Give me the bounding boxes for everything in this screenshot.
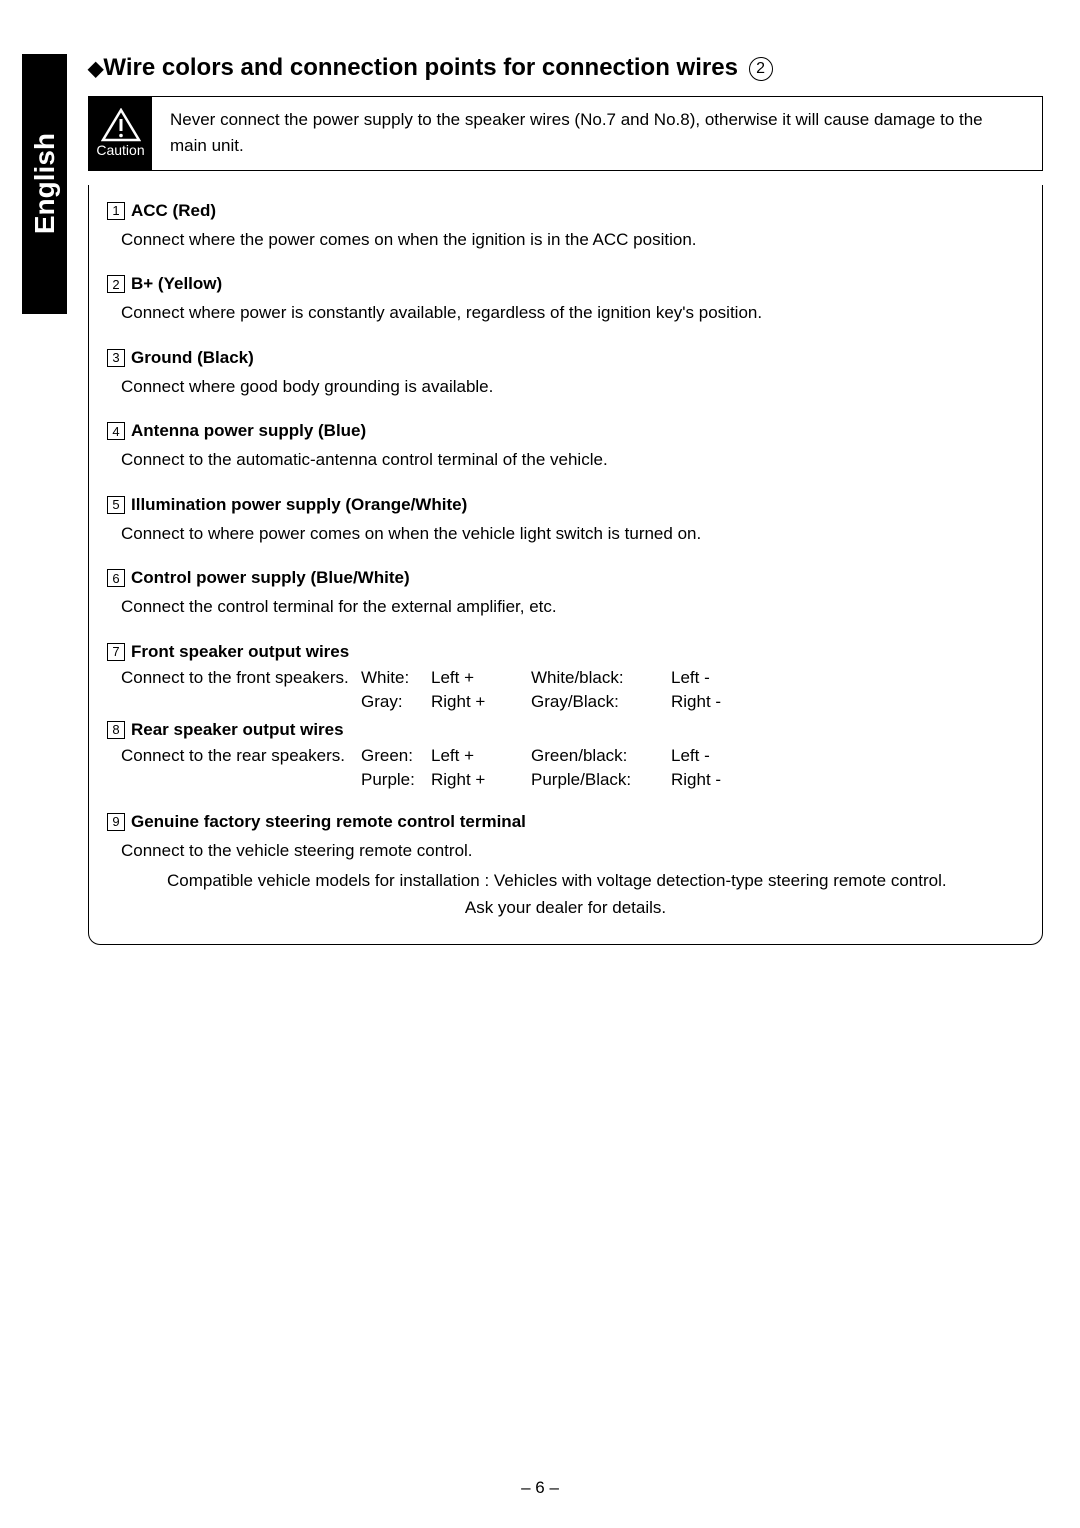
cell: White: <box>361 668 431 688</box>
footnote-line: Compatible vehicle models for installati… <box>167 867 1024 894</box>
wire-header: 2 B+ (Yellow) <box>107 274 1024 294</box>
cell: Left + <box>431 668 531 688</box>
cell: Gray: <box>361 692 431 712</box>
wire-desc: Connect to the vehicle steering remote c… <box>107 838 1024 864</box>
wire-number: 9 <box>107 813 125 831</box>
wire-title: Front speaker output wires <box>131 642 349 662</box>
wire-title: Control power supply (Blue/White) <box>131 568 410 588</box>
wire-header: 6 Control power supply (Blue/White) <box>107 568 1024 588</box>
wire-title: B+ (Yellow) <box>131 274 222 294</box>
wire-item: 2 B+ (Yellow) Connect where power is cons… <box>107 274 1024 326</box>
cell: Purple: <box>361 770 431 790</box>
speaker-desc: Connect to the rear speakers. <box>121 746 361 766</box>
wire-header: 7 Front speaker output wires <box>107 642 1024 662</box>
caution-box: Caution Never connect the power supply t… <box>88 96 1043 171</box>
page-number: – 6 – <box>0 1478 1080 1498</box>
language-tab: English <box>22 54 67 314</box>
wire-item-rear-speaker: 8 Rear speaker output wires Connect to th… <box>107 720 1024 790</box>
wire-number: 7 <box>107 643 125 661</box>
cell: Right - <box>671 770 751 790</box>
cell: Left - <box>671 746 751 766</box>
wire-desc: Connect to where power comes on when the… <box>107 521 1024 547</box>
cell: Green/black: <box>531 746 671 766</box>
wire-header: 9 Genuine factory steering remote control… <box>107 812 1024 832</box>
wire-item: 5 Illumination power supply (Orange/White… <box>107 495 1024 547</box>
wire-desc: Connect the control terminal for the ext… <box>107 594 1024 620</box>
cell: Green: <box>361 746 431 766</box>
speaker-desc: Connect to the front speakers. <box>121 668 361 688</box>
wire-item: 6 Control power supply (Blue/White) Conne… <box>107 568 1024 620</box>
wire-header: 3 Ground (Black) <box>107 348 1024 368</box>
cell: Purple/Black: <box>531 770 671 790</box>
steering-footnote: Compatible vehicle models for installati… <box>107 867 1024 921</box>
cell: Left - <box>671 668 751 688</box>
cell: Right + <box>431 692 531 712</box>
warning-triangle-icon <box>101 108 141 142</box>
diamond-icon: ◆ <box>88 58 103 80</box>
wire-item: 4 Antenna power supply (Blue) Connect to … <box>107 421 1024 473</box>
section-circled-number: 2 <box>749 57 773 81</box>
wire-number: 2 <box>107 275 125 293</box>
wire-number: 6 <box>107 569 125 587</box>
wire-title: Illumination power supply (Orange/White) <box>131 495 467 515</box>
wire-header: 5 Illumination power supply (Orange/White… <box>107 495 1024 515</box>
rear-speaker-table: Connect to the rear speakers. Green: Lef… <box>107 746 1024 790</box>
wire-desc: Connect where power is constantly availa… <box>107 300 1024 326</box>
caution-label: Caution <box>96 142 144 158</box>
wire-number: 1 <box>107 202 125 220</box>
wire-title: Genuine factory steering remote control … <box>131 812 526 832</box>
wire-item: 3 Ground (Black) Connect where good body … <box>107 348 1024 400</box>
language-tab-text: English <box>29 133 61 234</box>
wire-title: Ground (Black) <box>131 348 254 368</box>
wire-number: 8 <box>107 721 125 739</box>
wire-desc: Connect where good body grounding is ava… <box>107 374 1024 400</box>
wire-item-steering: 9 Genuine factory steering remote control… <box>107 812 1024 922</box>
cell: Left + <box>431 746 531 766</box>
cell: White/black: <box>531 668 671 688</box>
caution-text: Never connect the power supply to the sp… <box>152 97 1042 170</box>
wire-header: 8 Rear speaker output wires <box>107 720 1024 740</box>
section-title: ◆Wire colors and connection points for c… <box>88 54 1043 82</box>
wire-header: 4 Antenna power supply (Blue) <box>107 421 1024 441</box>
wire-desc: Connect to the automatic-antenna control… <box>107 447 1024 473</box>
section-title-text: Wire colors and connection points for co… <box>103 54 738 81</box>
wire-header: 1 ACC (Red) <box>107 201 1024 221</box>
wire-number: 4 <box>107 422 125 440</box>
cell: Right + <box>431 770 531 790</box>
wire-item-front-speaker: 7 Front speaker output wires Connect to t… <box>107 642 1024 712</box>
front-speaker-table: Connect to the front speakers. White: Le… <box>107 668 1024 712</box>
footnote-line: Ask your dealer for details. <box>167 894 1024 921</box>
wire-title: Antenna power supply (Blue) <box>131 421 366 441</box>
caution-badge: Caution <box>89 97 152 170</box>
cell: Right - <box>671 692 751 712</box>
page-content: ◆Wire colors and connection points for c… <box>88 54 1043 945</box>
wire-desc: Connect where the power comes on when th… <box>107 227 1024 253</box>
wire-number: 5 <box>107 496 125 514</box>
wire-list-box: 1 ACC (Red) Connect where the power comes… <box>88 185 1043 945</box>
wire-title: Rear speaker output wires <box>131 720 344 740</box>
wire-item: 1 ACC (Red) Connect where the power comes… <box>107 201 1024 253</box>
wire-number: 3 <box>107 349 125 367</box>
wire-title: ACC (Red) <box>131 201 216 221</box>
cell: Gray/Black: <box>531 692 671 712</box>
